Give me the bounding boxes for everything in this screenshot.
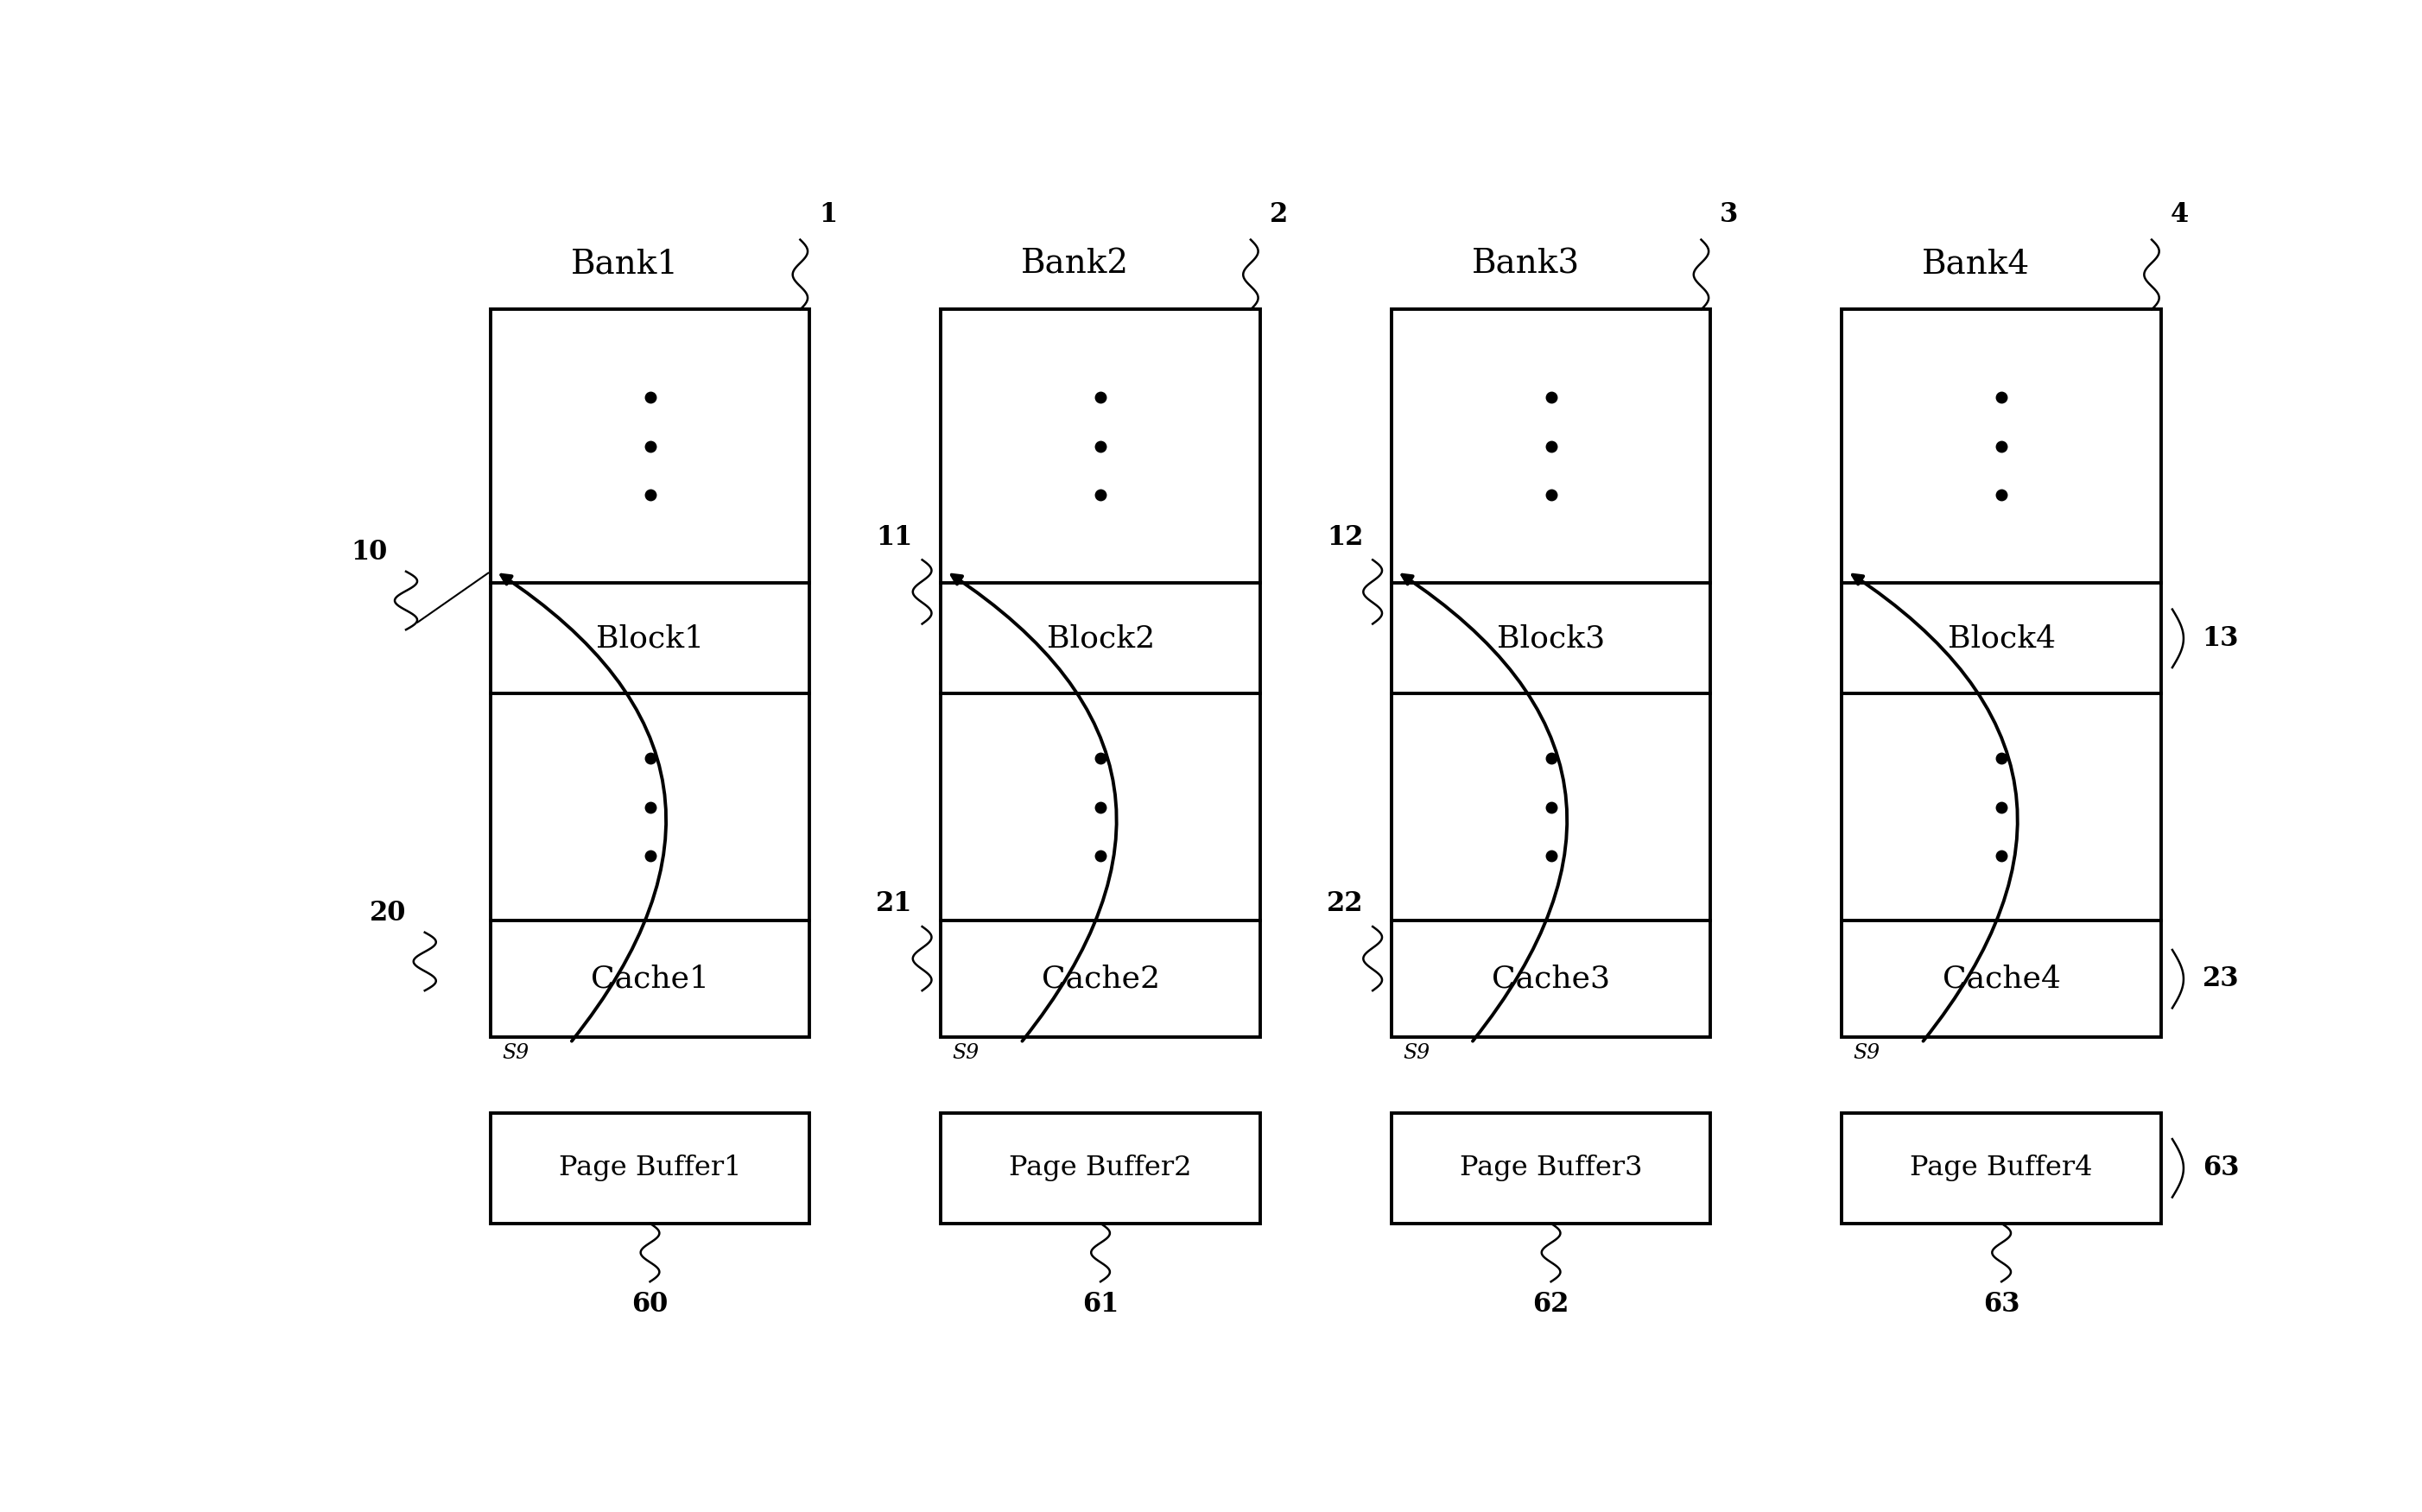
Text: Cache3: Cache3 — [1492, 965, 1611, 993]
Text: 1: 1 — [819, 201, 838, 228]
Text: S9: S9 — [501, 1043, 528, 1063]
Text: 13: 13 — [2202, 624, 2238, 652]
Bar — [1843, 1113, 2160, 1223]
Bar — [489, 310, 809, 1037]
Text: S9: S9 — [952, 1043, 978, 1063]
Text: Block2: Block2 — [1046, 624, 1155, 653]
Text: 20: 20 — [371, 900, 407, 927]
Bar — [940, 1113, 1259, 1223]
Text: 11: 11 — [877, 523, 913, 550]
Text: 61: 61 — [1083, 1291, 1119, 1318]
Text: Cache2: Cache2 — [1041, 965, 1160, 993]
Text: Block1: Block1 — [596, 624, 705, 653]
Text: 22: 22 — [1327, 891, 1364, 918]
Text: 60: 60 — [632, 1291, 668, 1318]
Text: S9: S9 — [1402, 1043, 1429, 1063]
Text: Bank3: Bank3 — [1473, 248, 1579, 280]
Bar — [489, 1113, 809, 1223]
Text: 10: 10 — [351, 538, 388, 565]
Text: 23: 23 — [2202, 966, 2240, 992]
Text: 62: 62 — [1533, 1291, 1569, 1318]
Text: 63: 63 — [2202, 1155, 2238, 1181]
Text: Page Buffer4: Page Buffer4 — [1911, 1155, 2093, 1181]
Text: 3: 3 — [1720, 201, 1739, 228]
Bar — [1843, 310, 2160, 1037]
Text: 4: 4 — [2170, 201, 2189, 228]
Text: Page Buffer2: Page Buffer2 — [1010, 1155, 1192, 1181]
Text: 12: 12 — [1327, 523, 1364, 550]
Text: Block3: Block3 — [1497, 624, 1606, 653]
Text: Bank1: Bank1 — [572, 248, 678, 280]
Bar — [1390, 310, 1710, 1037]
Text: 2: 2 — [1269, 201, 1289, 228]
Text: S9: S9 — [1853, 1043, 1879, 1063]
Text: Bank2: Bank2 — [1022, 248, 1129, 280]
Text: Bank4: Bank4 — [1923, 248, 2030, 280]
Text: 63: 63 — [1984, 1291, 2020, 1318]
Text: Cache4: Cache4 — [1942, 965, 2061, 993]
Text: Block4: Block4 — [1947, 624, 2056, 653]
Text: Cache1: Cache1 — [591, 965, 710, 993]
Text: Page Buffer3: Page Buffer3 — [1460, 1155, 1642, 1181]
Text: Page Buffer1: Page Buffer1 — [559, 1155, 741, 1181]
Bar — [1390, 1113, 1710, 1223]
Text: 21: 21 — [877, 891, 913, 918]
Bar — [940, 310, 1259, 1037]
